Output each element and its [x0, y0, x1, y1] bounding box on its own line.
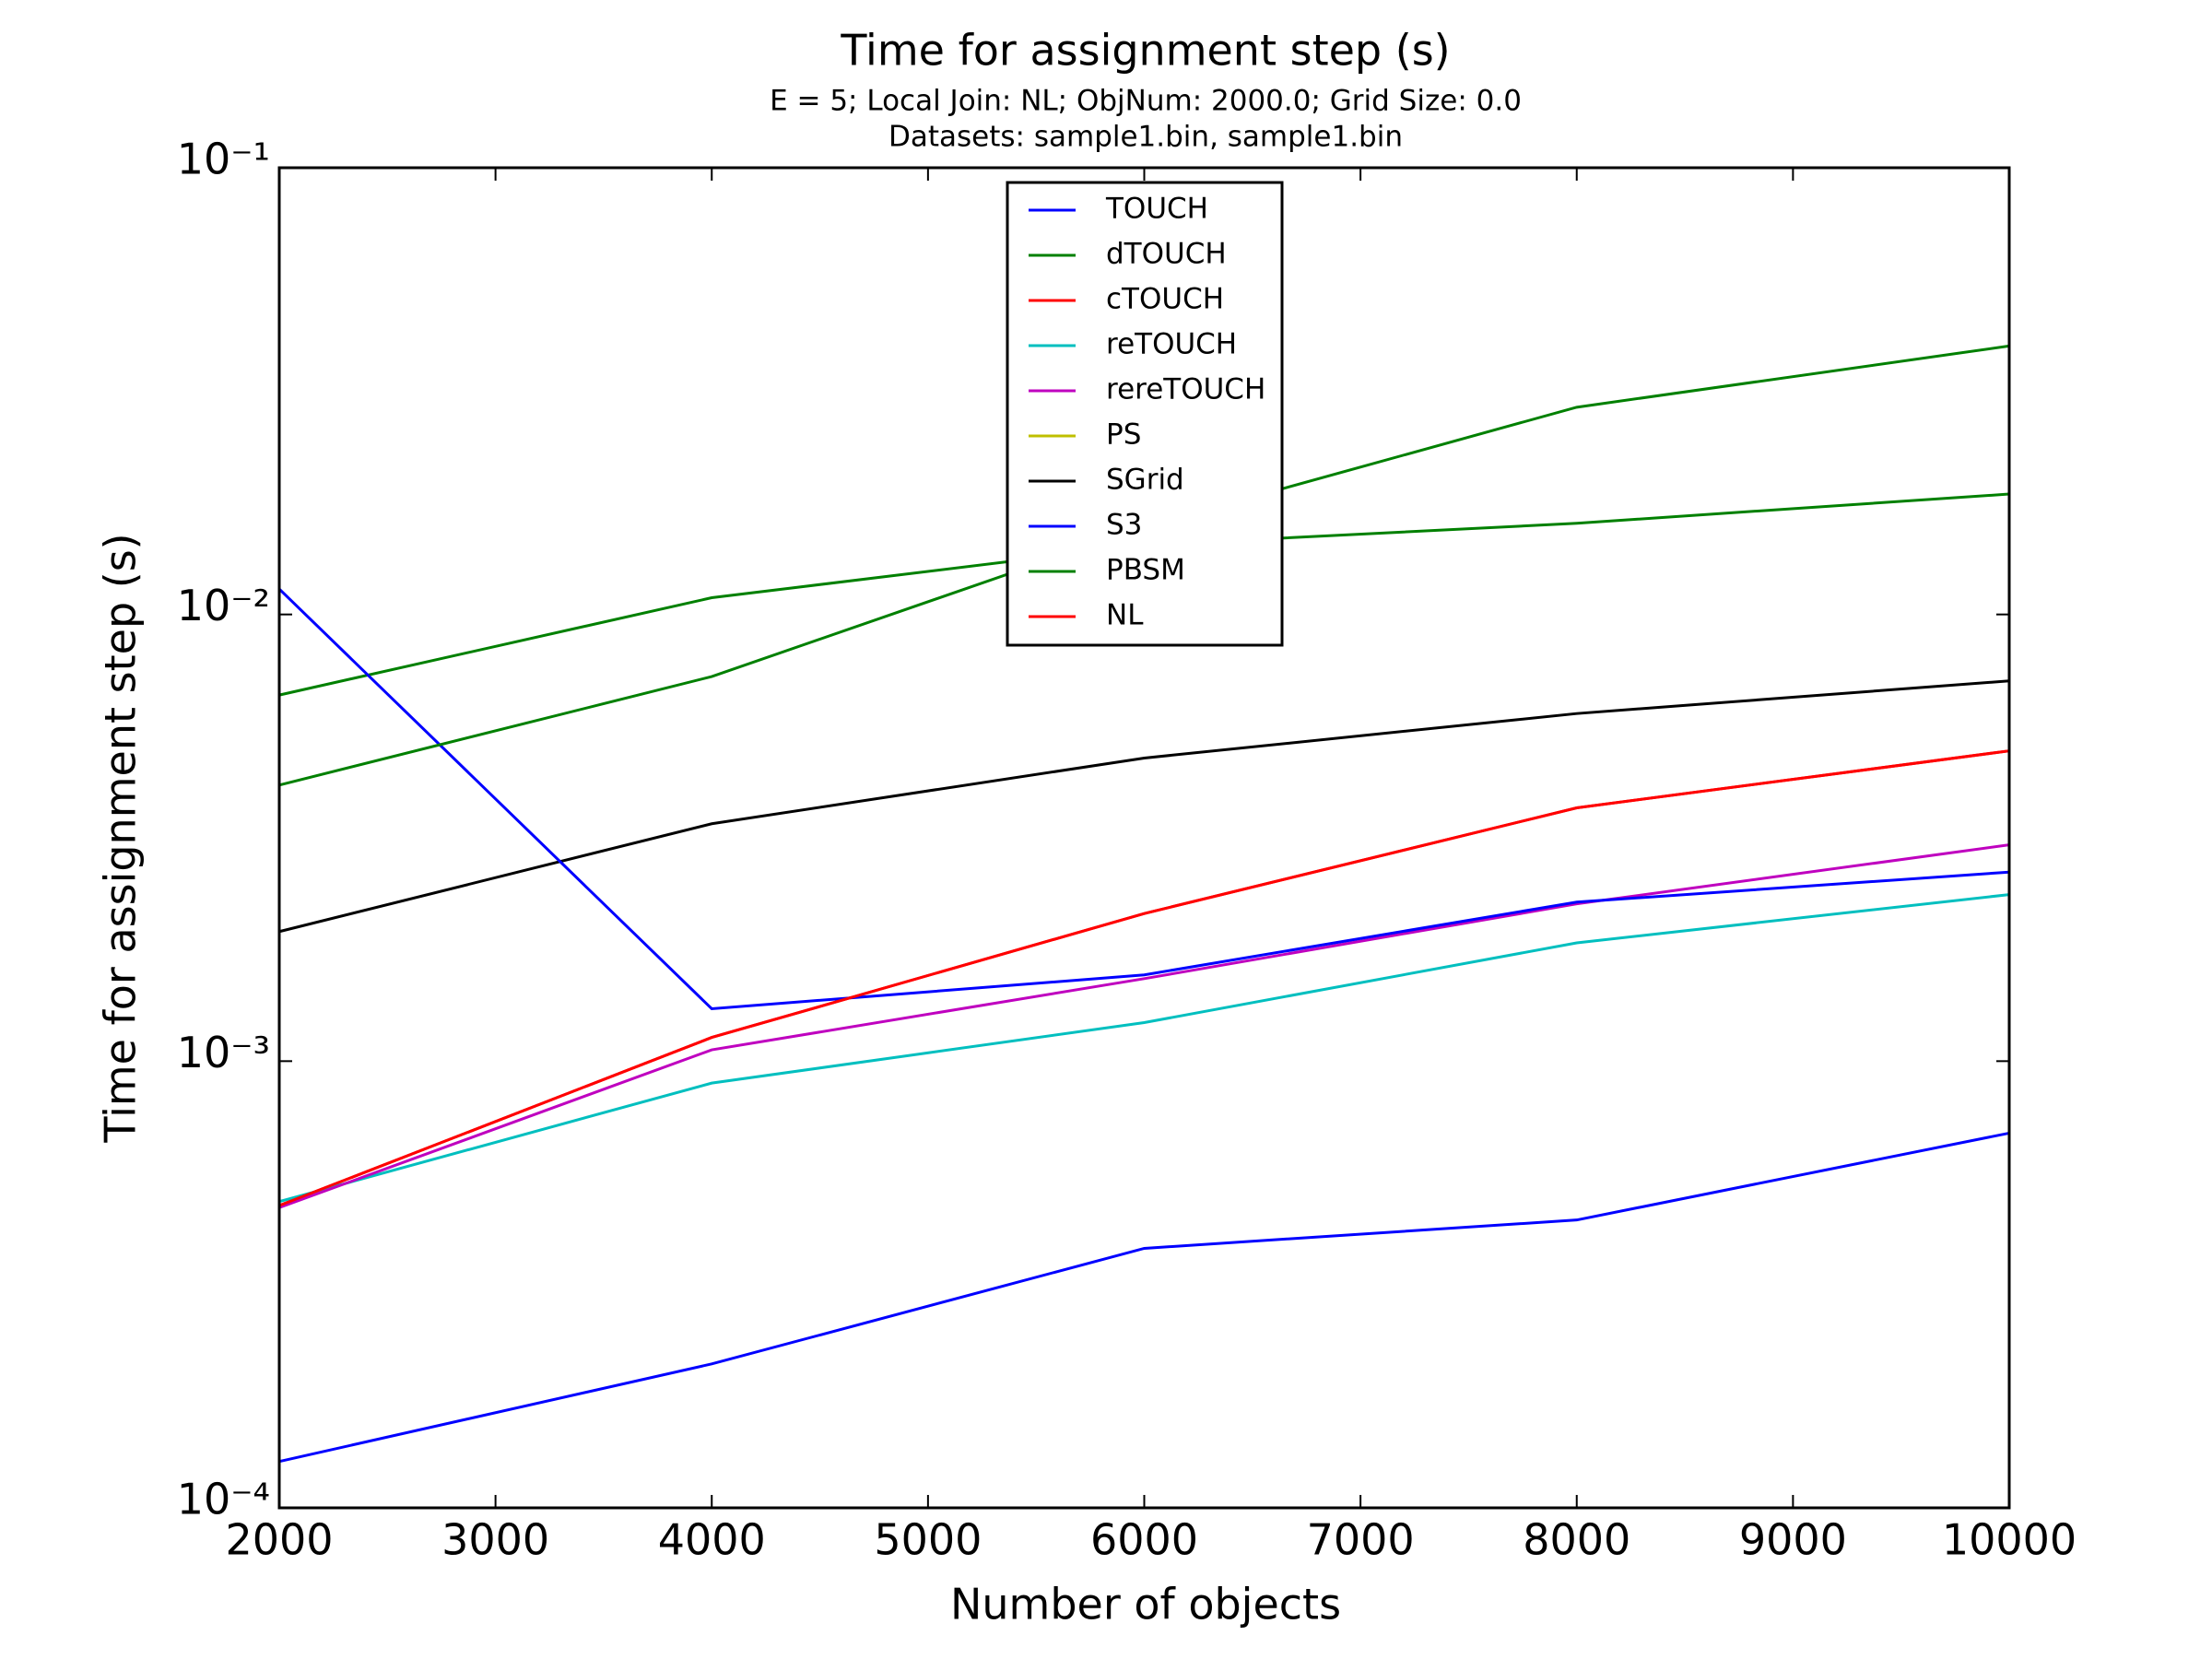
y-tick-label: 10⁻²	[177, 581, 270, 630]
legend-label: reTOUCH	[1106, 328, 1237, 361]
x-tick-label: 2000	[225, 1515, 333, 1565]
chart-title: Time for assignment step (s)	[840, 26, 1450, 76]
legend-label: rereTOUCH	[1106, 373, 1265, 406]
legend-label: PBSM	[1106, 554, 1185, 587]
line-series	[278, 1131, 2010, 1464]
chart-subtitle: E = 5; Local Join: NL; ObjNum: 2000.0; G…	[770, 85, 1522, 118]
x-tick-label: 8000	[1523, 1515, 1630, 1565]
y-tick-label: 10⁻¹	[177, 135, 270, 184]
legend-label: cTOUCH	[1106, 283, 1224, 316]
legend-label: NL	[1106, 599, 1144, 632]
legend-label: PS	[1106, 418, 1141, 452]
y-tick-label: 10⁻⁴	[177, 1475, 270, 1524]
x-tick-label: 10000	[1942, 1515, 2077, 1565]
y-tick-label: 10⁻³	[177, 1028, 270, 1077]
line-series	[278, 749, 2010, 1207]
legend-label: SGrid	[1106, 464, 1184, 497]
line-series	[278, 893, 2010, 1204]
line-series	[278, 843, 2010, 1209]
legend-label: TOUCH	[1105, 193, 1208, 226]
x-tick-label: 3000	[441, 1515, 549, 1565]
x-tick-label: 6000	[1090, 1515, 1198, 1565]
legend-label: S3	[1106, 509, 1142, 542]
x-axis-label: Number of objects	[950, 1580, 1341, 1630]
line-series	[277, 588, 2010, 1011]
chart-subtitle: Datasets: sample1.bin, sample1.bin	[888, 121, 1403, 154]
legend-box	[1006, 181, 1284, 647]
x-tick-label: 9000	[1739, 1515, 1847, 1565]
y-axis-label: Time for assignment step (s)	[96, 533, 146, 1143]
x-tick-label: 4000	[658, 1515, 766, 1565]
x-tick-label: 5000	[874, 1515, 982, 1565]
legend-label: dTOUCH	[1106, 238, 1227, 271]
x-tick-label: 7000	[1307, 1515, 1415, 1565]
line-series	[278, 679, 2010, 934]
